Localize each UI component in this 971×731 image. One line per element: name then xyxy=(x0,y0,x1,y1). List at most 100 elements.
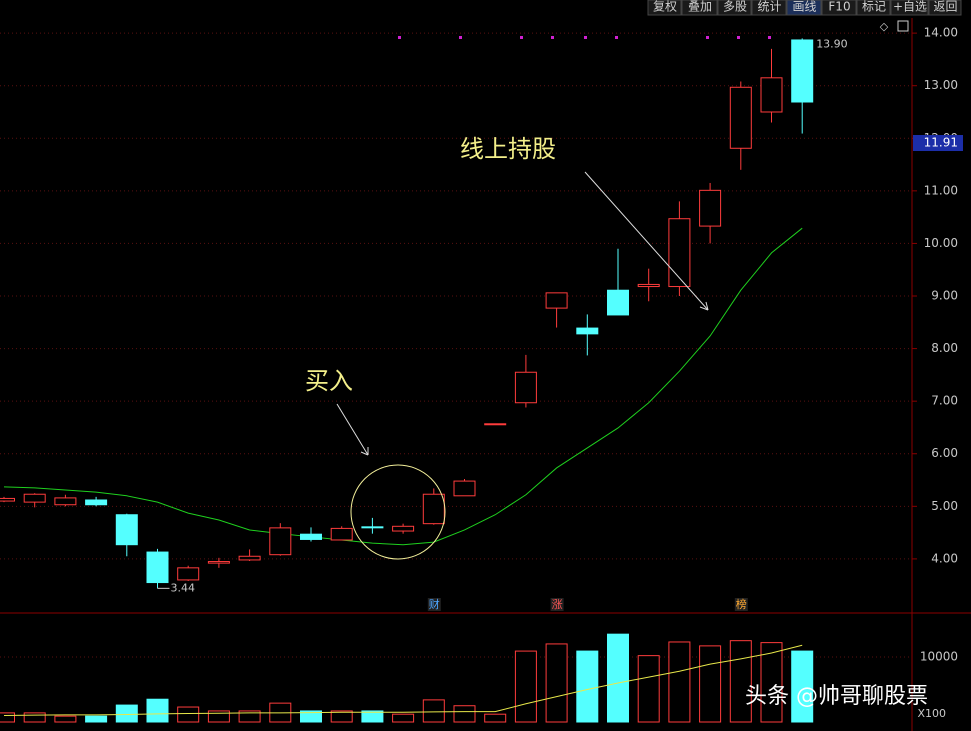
event-marker-box xyxy=(550,598,564,611)
toolbar-label[interactable]: 统计 xyxy=(757,0,781,14)
candle-body xyxy=(699,189,722,227)
event-marker-box xyxy=(427,598,441,611)
volume-bar xyxy=(23,712,46,723)
toolbar-button[interactable] xyxy=(890,0,929,16)
volume-bar xyxy=(177,706,200,723)
toolbar-label[interactable]: 返回 xyxy=(933,0,957,14)
toolbar-button[interactable] xyxy=(821,0,857,16)
volume-bar xyxy=(453,705,476,723)
candle-body xyxy=(300,533,322,540)
candle-body xyxy=(23,493,46,503)
toolbar-label[interactable]: 多股 xyxy=(723,0,747,14)
max-label: 13.90 xyxy=(816,37,848,50)
icon[interactable] xyxy=(897,20,909,32)
volume-bar xyxy=(484,713,507,723)
candle-body xyxy=(576,327,599,335)
candle-body xyxy=(392,525,415,532)
volume-bar xyxy=(238,710,261,723)
toolbar-button[interactable] xyxy=(717,0,752,16)
candle-body xyxy=(545,292,568,309)
volume-bar xyxy=(115,704,138,723)
y-tick-label: 11.00 xyxy=(924,183,958,197)
volume-bar xyxy=(85,715,108,723)
volume-bar xyxy=(699,645,722,723)
watermark: 头条 @帅哥聊股票 xyxy=(745,684,928,709)
candle-body xyxy=(238,555,261,561)
y-tick-label: 4.00 xyxy=(931,551,958,565)
arrow xyxy=(584,171,709,311)
toolbar-button[interactable] xyxy=(786,0,822,16)
y-tick-label: 9.00 xyxy=(931,289,958,303)
y-tick-label: 13.00 xyxy=(924,78,958,92)
volume-bar xyxy=(637,655,660,723)
y-tick-label: 10.00 xyxy=(924,236,958,250)
candle-body xyxy=(729,86,752,149)
volume-bar xyxy=(54,715,77,723)
toolbar-button[interactable] xyxy=(856,0,891,16)
candle-body xyxy=(85,499,108,506)
min-label: 3.44 xyxy=(171,581,196,594)
volume-bar xyxy=(422,699,445,723)
candle-body xyxy=(207,561,230,564)
candle-body xyxy=(115,514,138,546)
event-marker: 财 xyxy=(429,597,440,611)
candle-body xyxy=(484,423,507,426)
y-tick-label: 14.00 xyxy=(924,26,958,40)
candle-body xyxy=(607,289,629,316)
candle-body xyxy=(177,567,200,581)
volume-bar xyxy=(668,641,691,723)
candle-body xyxy=(54,497,77,506)
toolbar-label[interactable]: F10 xyxy=(828,0,850,14)
volume-bar xyxy=(760,642,783,723)
toolbar-label[interactable]: 复权 xyxy=(653,0,677,14)
toolbar-label[interactable]: 画线 xyxy=(792,0,816,14)
arrowhead xyxy=(360,447,369,456)
candle-body xyxy=(760,77,783,113)
volume-ma-line xyxy=(3,644,803,716)
candle-body xyxy=(514,371,537,404)
volume-bar xyxy=(791,650,814,723)
highlight-circle xyxy=(350,464,446,560)
candle-body xyxy=(361,526,384,529)
event-marker: 榜 xyxy=(736,597,747,611)
y-tick-label: 10000 xyxy=(920,649,958,663)
toolbar-button[interactable] xyxy=(647,0,682,16)
toolbar: 复权 叠加 多股 统计 画线 F10 标记 +自选 返回 xyxy=(647,0,962,16)
toolbar-button[interactable] xyxy=(681,0,718,16)
candle-body xyxy=(146,551,169,584)
volume-bar xyxy=(146,698,169,723)
toolbar-button[interactable] xyxy=(751,0,787,16)
volume-bar xyxy=(207,710,230,723)
candle-body xyxy=(791,39,814,103)
annotation: 线上持股 xyxy=(460,135,556,163)
candle-body xyxy=(453,480,476,497)
event-marker-box xyxy=(734,598,748,611)
ma-line xyxy=(3,227,803,546)
icon[interactable]: ◇ xyxy=(880,20,889,33)
candle-body xyxy=(0,497,15,502)
toolbar-button[interactable] xyxy=(928,0,962,16)
toolbar-label[interactable]: 标记 xyxy=(862,0,886,14)
volume-bar xyxy=(330,710,353,723)
y-tick-label: 6.00 xyxy=(931,446,958,460)
candle-body xyxy=(269,527,292,556)
y-tick-label: 8.00 xyxy=(931,341,958,355)
volume-bar xyxy=(361,710,384,723)
y-tick-label: 7.00 xyxy=(931,394,958,408)
toolbar-label[interactable]: +自选 xyxy=(893,0,927,14)
volume-bar xyxy=(514,650,537,723)
y-tick-label: 5.00 xyxy=(931,499,958,513)
candle-body xyxy=(637,283,660,288)
volume-bar xyxy=(545,643,568,723)
signal-dots xyxy=(398,36,771,39)
volume-bar xyxy=(607,633,629,723)
toolbar-label[interactable]: 叠加 xyxy=(688,0,712,14)
volume-bar xyxy=(392,713,415,723)
volume-bar xyxy=(0,712,15,723)
candle-body xyxy=(422,493,445,525)
volume-bar xyxy=(300,710,322,723)
volume-bar xyxy=(576,650,599,723)
current-price: 11.91 xyxy=(924,136,958,150)
unit-label: X100 xyxy=(917,707,946,720)
